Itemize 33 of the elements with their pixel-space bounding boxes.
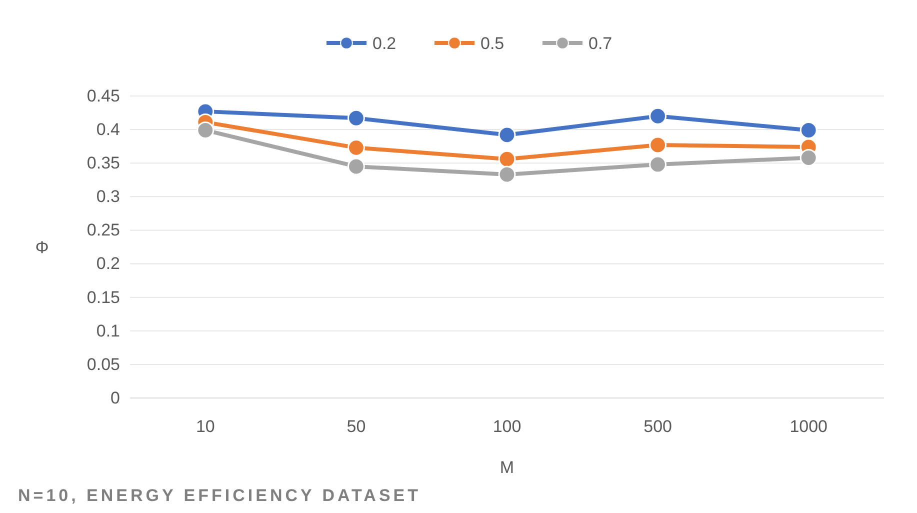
- point: [800, 149, 818, 166]
- x-tick-label: 500: [644, 417, 672, 436]
- point: [498, 166, 516, 184]
- point: [347, 109, 365, 127]
- point: [347, 158, 365, 176]
- point: [498, 126, 516, 144]
- y-tick-label: 0.05: [86, 354, 120, 374]
- point: [649, 156, 667, 174]
- legend-label: 0.5: [480, 34, 504, 53]
- y-tick-label: 0.2: [96, 254, 120, 274]
- y-tick-label: 0.25: [86, 220, 120, 240]
- y-tick-label: 0.1: [96, 321, 120, 340]
- y-tick-label: 0.35: [86, 154, 120, 173]
- y-axis-title: Φ: [35, 238, 49, 257]
- y-tick-label: 0.3: [96, 187, 120, 206]
- point: [196, 122, 214, 139]
- point: [498, 150, 516, 168]
- legend-label: 0.2: [372, 34, 396, 53]
- point: [800, 122, 818, 139]
- text: N=10, ENERGY EFFICIENCY DATASET: [18, 486, 422, 505]
- y-tick-label: 0: [110, 388, 120, 408]
- x-tick-label: 50: [346, 417, 366, 436]
- x-axis-title: M: [500, 458, 514, 477]
- y-tick-label: 0.4: [96, 120, 120, 139]
- x-tick-label: 1000: [790, 417, 828, 436]
- y-tick-label: 0.15: [86, 288, 120, 307]
- x-tick-label: 100: [492, 417, 522, 436]
- point: [649, 136, 667, 154]
- point: [347, 138, 365, 156]
- x-tick-label: 10: [196, 417, 215, 436]
- y-tick-label: 0.45: [86, 86, 120, 106]
- legend-label: 0.7: [588, 34, 612, 53]
- point: [649, 107, 667, 125]
